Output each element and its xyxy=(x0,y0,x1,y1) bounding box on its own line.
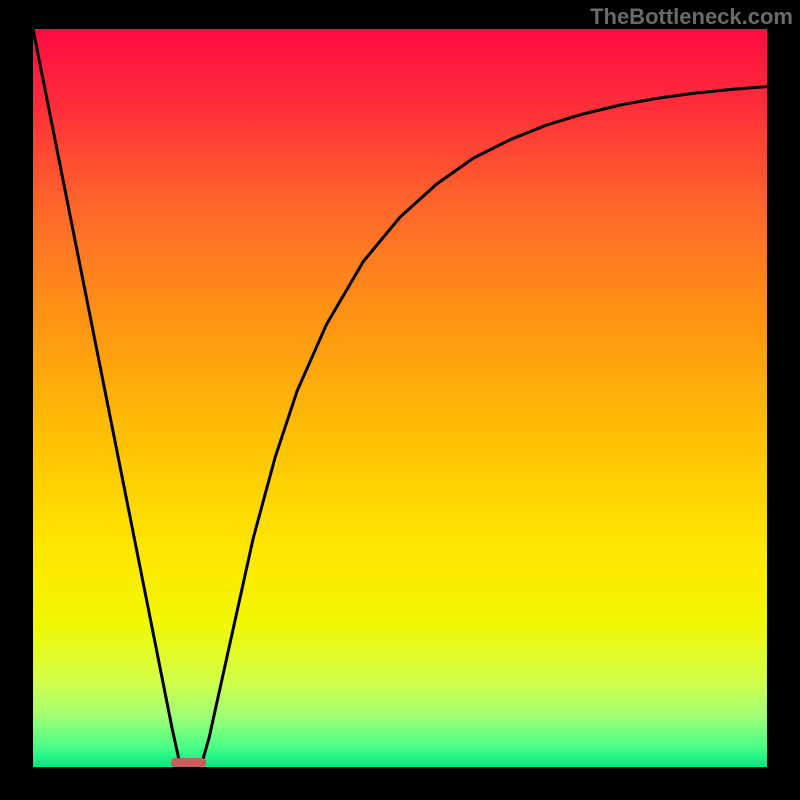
curve-layer xyxy=(33,29,767,767)
min-marker xyxy=(171,758,206,767)
watermark-text: TheBottleneck.com xyxy=(590,4,793,30)
plot-area xyxy=(33,29,767,767)
chart-container: TheBottleneck.com xyxy=(0,0,800,800)
bottleneck-curve xyxy=(33,29,767,767)
